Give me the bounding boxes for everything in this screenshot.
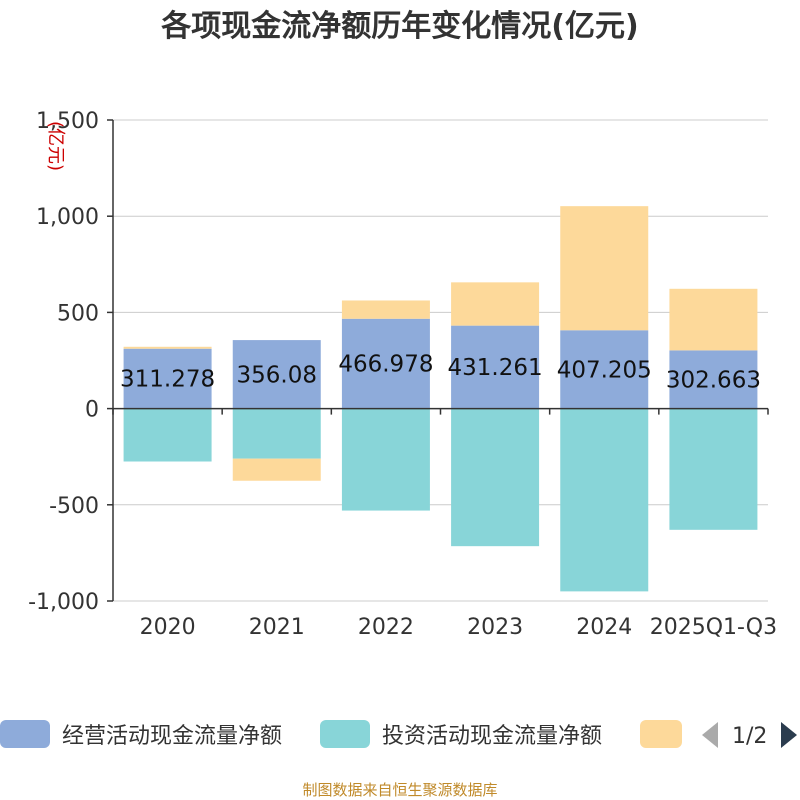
legend-item-investing[interactable]: 投资活动现金流量净额 xyxy=(320,720,602,749)
legend-item-financing[interactable] xyxy=(640,720,682,748)
data-labels: 311.278 356.08 466.978 431.261 407.205 302.66… xyxy=(120,352,761,394)
bar-series xyxy=(123,206,758,592)
x-tick-label: 2024 xyxy=(576,615,632,640)
x-tick-label: 2020 xyxy=(140,615,196,640)
legend-label-investing: 投资活动现金流量净额 xyxy=(382,724,602,749)
bar-operating[interactable] xyxy=(232,340,321,409)
legend-item-operating[interactable]: 经营活动现金流量净额 xyxy=(0,720,282,749)
bar-financing[interactable] xyxy=(232,458,321,481)
chevron-left-icon xyxy=(702,722,718,748)
y-tick-label: 1,500 xyxy=(36,109,99,134)
bar-financing[interactable] xyxy=(451,282,540,326)
bar-operating[interactable] xyxy=(669,350,758,409)
data-label: 356.08 xyxy=(237,362,317,388)
data-label: 466.978 xyxy=(338,352,433,378)
x-tick-label: 2025Q1-Q3 xyxy=(650,615,777,640)
data-label: 311.278 xyxy=(120,367,215,393)
x-tick-label: 2022 xyxy=(358,615,414,640)
x-tick-label: 2023 xyxy=(467,615,523,640)
data-label: 407.205 xyxy=(557,357,652,383)
bar-operating[interactable] xyxy=(123,348,212,409)
bar-financing[interactable] xyxy=(669,288,758,351)
grid-lines xyxy=(113,119,768,602)
bar-operating[interactable] xyxy=(451,325,540,409)
bar-financing[interactable] xyxy=(123,346,212,349)
bar-investing[interactable] xyxy=(451,408,540,547)
chart-title: 各项现金流净额历年变化情况(亿元) xyxy=(160,9,638,44)
legend-label-operating: 经营活动现金流量净额 xyxy=(62,724,282,749)
legend-swatch-investing xyxy=(320,720,370,748)
source-note: 制图数据来自恒生聚源数据库 xyxy=(302,781,497,799)
y-axis-unit-label: (亿元) xyxy=(45,121,66,171)
data-label: 302.663 xyxy=(666,367,761,393)
y-tick-label: -1,000 xyxy=(28,590,99,615)
axes xyxy=(107,119,769,602)
tick-labels: 1,500 1,000 500 0 -500 -1,000 2020 2021 2022 2023… xyxy=(28,109,777,640)
legend: 经营活动现金流量净额 投资活动现金流量净额 1/2 xyxy=(0,720,797,749)
y-tick-label: 500 xyxy=(57,301,99,326)
bar-investing[interactable] xyxy=(341,408,430,511)
legend-page-indicator: 1/2 xyxy=(732,724,767,749)
y-tick-label: -500 xyxy=(49,494,99,519)
bar-financing[interactable] xyxy=(560,206,649,331)
legend-swatch-financing xyxy=(640,720,682,748)
bar-operating[interactable] xyxy=(560,330,649,409)
bar-investing[interactable] xyxy=(232,408,321,459)
legend-prev-button[interactable] xyxy=(702,722,718,748)
y-tick-label: 0 xyxy=(85,398,99,423)
bar-investing[interactable] xyxy=(560,408,649,592)
legend-next-button[interactable] xyxy=(781,722,797,748)
data-label: 431.261 xyxy=(448,355,543,381)
bar-investing[interactable] xyxy=(123,408,212,462)
y-tick-label: 1,000 xyxy=(36,205,99,230)
x-tick-label: 2021 xyxy=(249,615,305,640)
bar-investing[interactable] xyxy=(669,408,758,530)
chevron-right-icon xyxy=(781,722,797,748)
bar-financing[interactable] xyxy=(341,300,430,319)
bar-operating[interactable] xyxy=(341,318,430,409)
legend-swatch-operating xyxy=(0,720,50,748)
